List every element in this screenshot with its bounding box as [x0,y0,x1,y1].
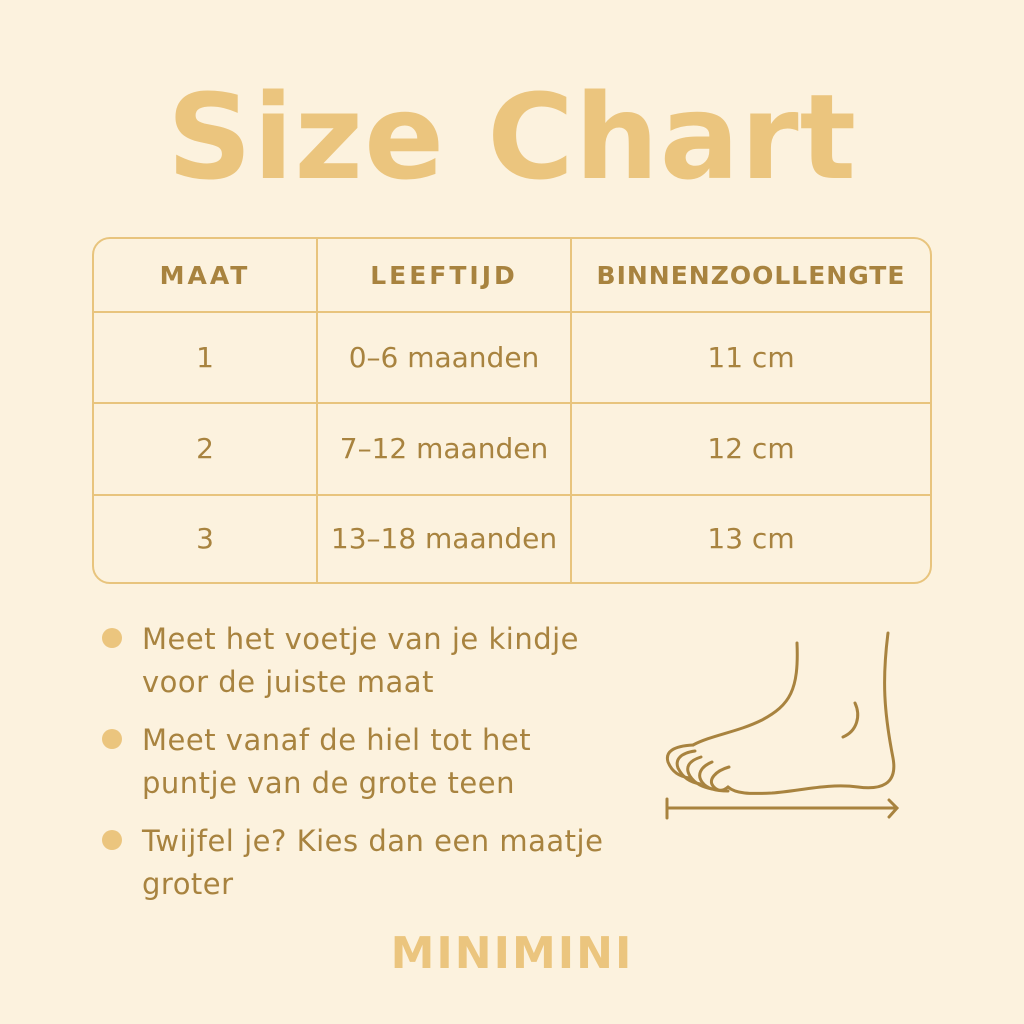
table-row: 3 13–18 maanden 13 cm [94,495,930,582]
tip-item: Meet vanaf de hiel tot het puntje van de… [100,719,620,805]
bullet-icon [102,628,122,648]
brand-logo: MINIMINI [390,928,634,979]
table-header-row: MAAT LEEFTIJD BINNENZOOLLENGTE [94,239,930,313]
tip-text: Meet het voetje van je kindje voor de ju… [142,622,580,699]
toe [675,749,702,786]
cell-size: 3 [94,495,318,582]
cell-length: 11 cm [572,313,930,405]
header-binnenzoollengte: BINNENZOOLLENGTE [572,239,930,313]
cell-age: 13–18 maanden [318,495,572,582]
table-row: 2 7–12 maanden 12 cm [94,404,930,496]
page-title: Size Chart [166,68,858,206]
heel-outline [726,631,896,795]
bullet-icon [102,830,122,850]
measure-arrow-icon [665,797,900,820]
tip-item: Twijfel je? Kies dan een maatje groter [100,820,620,906]
foot-outline [691,641,799,747]
toe [709,765,731,792]
toe [686,755,714,791]
table-row: 1 0–6 maanden 11 cm [94,313,930,405]
tip-text: Meet vanaf de hiel tot het puntje van de… [142,723,532,800]
cell-age: 7–12 maanden [318,404,572,496]
tip-item: Meet het voetje van je kindje voor de ju… [100,618,620,704]
size-table: MAAT LEEFTIJD BINNENZOOLLENGTE 1 0–6 maa… [92,237,932,584]
cell-length: 13 cm [707,522,795,556]
tip-text: Twijfel je? Kies dan een maatje groter [142,824,604,901]
header-maat: MAAT [94,239,318,313]
cell-size: 2 [94,404,318,496]
ankle-line [841,701,860,739]
tips-list: Meet het voetje van je kindje voor de ju… [100,618,620,921]
header-leeftijd: LEEFTIJD [318,239,572,313]
cell-age: 0–6 maanden [318,313,572,405]
bullet-icon [102,729,122,749]
cell-size: 1 [94,313,318,405]
cell-length: 12 cm [572,404,930,496]
